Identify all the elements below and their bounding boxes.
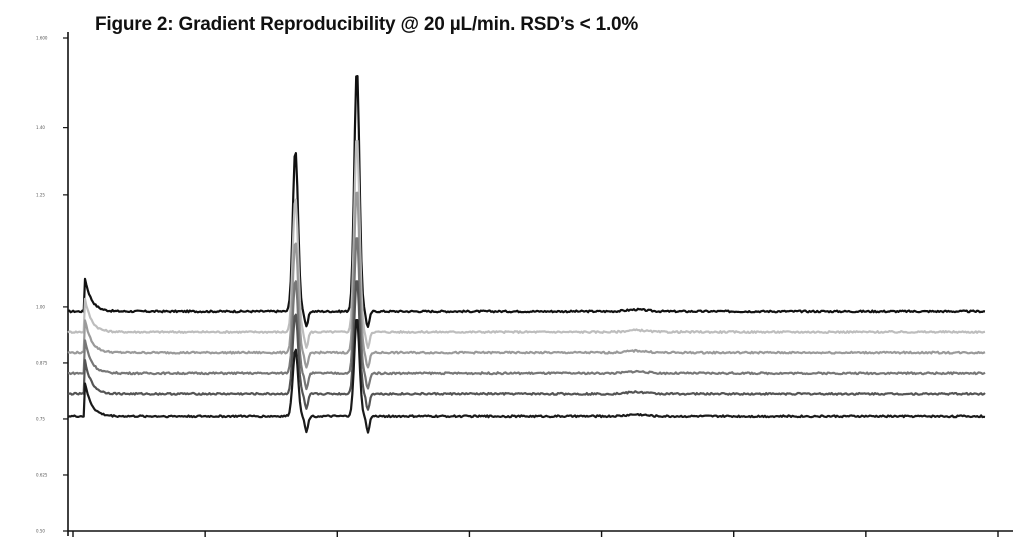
y-tick-label: 0.75 (36, 416, 45, 421)
trace-line (67, 75, 986, 328)
y-tick-label: 1.25 (36, 192, 45, 197)
y-tick-label: 0.625 (36, 472, 48, 477)
trace-line (67, 139, 986, 350)
chart-title: Figure 2: Gradient Reproducibility @ 20 … (95, 14, 639, 35)
traces (67, 75, 986, 434)
trace-line (67, 280, 986, 411)
y-tick-label: 1.600 (36, 36, 48, 41)
x-ticks (72, 531, 999, 537)
trace-line (67, 191, 986, 369)
trace-line (67, 237, 986, 391)
y-tick-label: 0.875 (36, 360, 48, 365)
axes (67, 32, 1013, 536)
y-ticks: 0.50 0.625 0.75 0.875 1.00 1.25 1.40 1.600 (36, 36, 68, 534)
y-tick-label: 1.00 (36, 304, 45, 309)
trace-line (67, 319, 986, 434)
y-tick-label: 1.40 (36, 125, 45, 130)
y-tick-label: 0.50 (36, 529, 45, 534)
